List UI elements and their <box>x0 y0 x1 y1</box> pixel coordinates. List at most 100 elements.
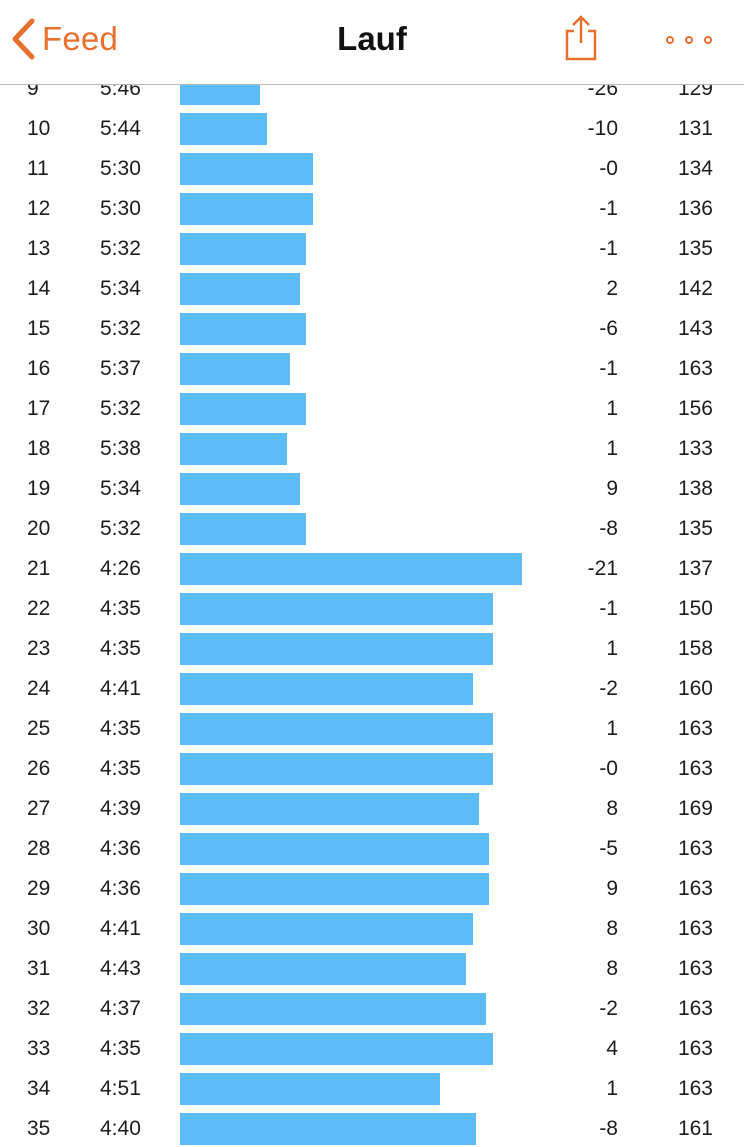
split-km: 22 <box>27 597 51 620</box>
split-elevation: -2 <box>599 997 618 1020</box>
split-elevation: 9 <box>606 477 618 500</box>
pace-bar <box>180 833 489 865</box>
pace-bar <box>180 85 260 105</box>
split-row[interactable]: 17 5:32 1 156 <box>0 389 744 429</box>
split-pace: 5:32 <box>100 237 141 260</box>
split-row[interactable]: 10 5:44 -10 131 <box>0 109 744 149</box>
split-pace: 4:39 <box>100 797 141 820</box>
split-pace: 5:32 <box>100 397 141 420</box>
split-pace: 4:35 <box>100 1037 141 1060</box>
split-row[interactable]: 30 4:41 8 163 <box>0 909 744 949</box>
pace-bar <box>180 753 493 785</box>
pace-bar <box>180 633 493 665</box>
split-row[interactable]: 27 4:39 8 169 <box>0 789 744 829</box>
splits-list[interactable]: 9 5:46 -26 129 10 5:44 -10 131 11 5:30 -0 134 12 5:30… <box>0 85 744 1147</box>
split-row[interactable]: 11 5:30 -0 134 <box>0 149 744 189</box>
back-button[interactable]: Feed <box>10 16 118 62</box>
split-row[interactable]: 22 4:35 -1 150 <box>0 589 744 629</box>
split-elevation: -2 <box>599 677 618 700</box>
split-heart-rate: 134 <box>677 157 713 180</box>
split-heart-rate: 142 <box>677 277 713 300</box>
split-elevation: 4 <box>606 1037 618 1060</box>
split-heart-rate: 160 <box>677 677 713 700</box>
split-heart-rate: 163 <box>677 1037 713 1060</box>
split-km: 21 <box>27 557 51 580</box>
split-pace: 4:35 <box>100 717 141 740</box>
split-heart-rate: 135 <box>677 517 713 540</box>
split-row[interactable]: 33 4:35 4 163 <box>0 1029 744 1069</box>
split-heart-rate: 163 <box>677 757 713 780</box>
pace-bar <box>180 153 313 185</box>
split-pace: 4:43 <box>100 957 141 980</box>
pace-bar <box>180 553 522 585</box>
split-elevation: -0 <box>599 757 618 780</box>
split-heart-rate: 150 <box>677 597 713 620</box>
split-row[interactable]: 28 4:36 -5 163 <box>0 829 744 869</box>
split-km: 24 <box>27 677 51 700</box>
split-row[interactable]: 9 5:46 -26 129 <box>0 85 744 109</box>
split-heart-rate: 158 <box>677 637 713 660</box>
split-row[interactable]: 14 5:34 2 142 <box>0 269 744 309</box>
share-button[interactable] <box>562 14 600 67</box>
split-elevation: -8 <box>599 1117 618 1140</box>
split-pace: 5:46 <box>100 85 141 100</box>
split-elevation: 1 <box>606 437 618 460</box>
split-heart-rate: 133 <box>677 437 713 460</box>
split-row[interactable]: 34 4:51 1 163 <box>0 1069 744 1109</box>
split-pace: 4:51 <box>100 1077 141 1100</box>
pace-bar <box>180 713 493 745</box>
split-row[interactable]: 29 4:36 9 163 <box>0 869 744 909</box>
split-row[interactable]: 15 5:32 -6 143 <box>0 309 744 349</box>
split-row[interactable]: 24 4:41 -2 160 <box>0 669 744 709</box>
share-icon <box>562 15 600 66</box>
more-options-button[interactable] <box>666 33 712 47</box>
split-km: 10 <box>27 117 51 140</box>
split-elevation: -1 <box>599 237 618 260</box>
pace-bar <box>180 433 287 465</box>
split-km: 19 <box>27 477 51 500</box>
pace-bar <box>180 393 306 425</box>
split-km: 29 <box>27 877 51 900</box>
split-elevation: -5 <box>599 837 618 860</box>
pace-bar <box>180 793 479 825</box>
split-row[interactable]: 20 5:32 -8 135 <box>0 509 744 549</box>
split-elevation: -0 <box>599 157 618 180</box>
split-km: 20 <box>27 517 51 540</box>
split-row[interactable]: 18 5:38 1 133 <box>0 429 744 469</box>
split-row[interactable]: 12 5:30 -1 136 <box>0 189 744 229</box>
split-km: 26 <box>27 757 51 780</box>
split-km: 27 <box>27 797 51 820</box>
split-row[interactable]: 23 4:35 1 158 <box>0 629 744 669</box>
split-row[interactable]: 16 5:37 -1 163 <box>0 349 744 389</box>
pace-bar <box>180 873 489 905</box>
split-row[interactable]: 19 5:34 9 138 <box>0 469 744 509</box>
split-heart-rate: 163 <box>677 357 713 380</box>
navigation-bar: Feed Lauf <box>0 0 744 85</box>
split-elevation: 8 <box>606 797 618 820</box>
split-km: 15 <box>27 317 51 340</box>
split-row[interactable]: 26 4:35 -0 163 <box>0 749 744 789</box>
split-row[interactable]: 31 4:43 8 163 <box>0 949 744 989</box>
split-pace: 4:35 <box>100 757 141 780</box>
split-row[interactable]: 21 4:26 -21 137 <box>0 549 744 589</box>
split-row[interactable]: 13 5:32 -1 135 <box>0 229 744 269</box>
pace-bar <box>180 993 486 1025</box>
split-elevation: 9 <box>606 877 618 900</box>
split-km: 30 <box>27 917 51 940</box>
chevron-left-icon <box>10 18 36 60</box>
split-elevation: -21 <box>587 557 618 580</box>
split-elevation: -26 <box>587 85 618 100</box>
split-km: 34 <box>27 1077 51 1100</box>
pace-bar <box>180 273 300 305</box>
split-pace: 4:37 <box>100 997 141 1020</box>
split-row[interactable]: 32 4:37 -2 163 <box>0 989 744 1029</box>
pace-bar <box>180 673 473 705</box>
split-elevation: -1 <box>599 597 618 620</box>
split-heart-rate: 143 <box>677 317 713 340</box>
split-elevation: -10 <box>587 117 618 140</box>
pace-bar <box>180 473 300 505</box>
split-pace: 5:32 <box>100 317 141 340</box>
split-pace: 5:30 <box>100 197 141 220</box>
split-row[interactable]: 25 4:35 1 163 <box>0 709 744 749</box>
split-row[interactable]: 35 4:40 -8 161 <box>0 1109 744 1147</box>
